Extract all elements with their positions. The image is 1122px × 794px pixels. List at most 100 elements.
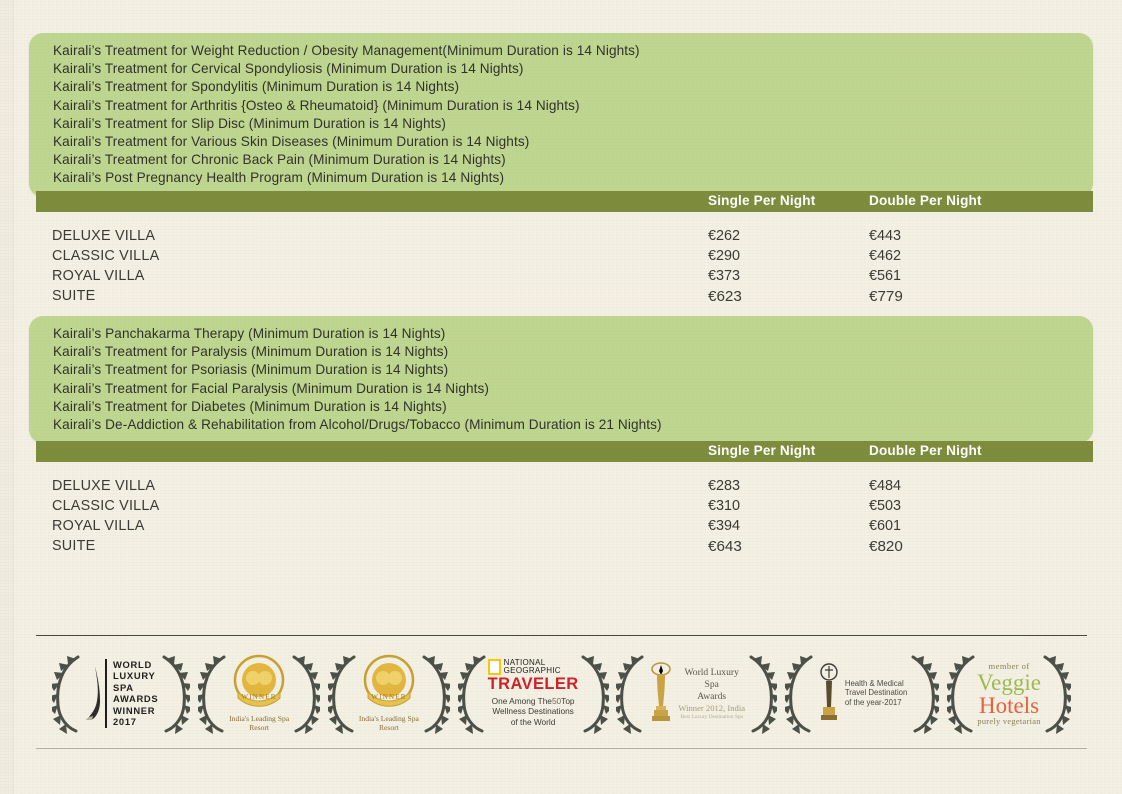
footer-divider-top <box>36 635 1087 636</box>
price-table-2: Single Per Night Double Per Night DELUXE… <box>36 441 1093 558</box>
room-type: ROYAL VILLA <box>52 518 145 534</box>
award-text-block: Health & Medical Travel Destination of t… <box>845 679 908 708</box>
trophy-icon <box>820 663 838 720</box>
award-badge-world-luxury-spa-2012: World Luxury Spa Awards Winner 2012, Ind… <box>616 647 778 739</box>
wreath-left-icon <box>616 655 644 734</box>
natgeo-brand-line: GEOGRAPHIC <box>503 666 561 675</box>
room-type: SUITE <box>52 288 96 304</box>
award-badge-veggie-hotels: member of Veggie Hotels purely vegetaria… <box>947 647 1071 739</box>
wreath-right-icon <box>292 655 321 734</box>
seal-caption-line: India's Leading Spa <box>229 713 290 723</box>
treatment-panel-1: Kairali’s Treatment for Weight Reduction… <box>29 33 1093 197</box>
seal-block: WINNER India's Leading Spa Resort <box>358 654 420 733</box>
award-badge-indias-leading-spa-resort-1: WINNER India's Leading Spa Resort <box>198 647 321 739</box>
seal-caption-line: Resort <box>249 723 270 732</box>
wreath-right-icon <box>422 655 450 734</box>
natgeo-sub-b: Top <box>561 695 575 706</box>
awards-strip: WORLD LUXURY SPA AWARDS WINNER 2017 <box>36 643 1087 743</box>
award-line: SPA <box>113 681 134 693</box>
gold-seal-icon: WINNER <box>233 654 285 707</box>
natgeo-brand-line: NATIONAL <box>503 658 546 667</box>
treatment-line: Kairali’s Treatment for Slip Disc (Minim… <box>53 115 447 131</box>
double-price: €462 <box>869 248 902 264</box>
treatment-line: Kairali’s Treatment for Various Skin Dis… <box>53 134 530 150</box>
seal-caption: India's Leading Spa Resort <box>228 714 290 733</box>
award-badge-indias-leading-spa-resort-2: WINNER India's Leading Spa Resort <box>327 647 450 739</box>
seal-caption-line: India's Leading Spa <box>358 713 419 723</box>
table-row: SUITE €623 €779 <box>36 288 1093 308</box>
table-row: DELUXE VILLA €262 €443 <box>36 228 1093 248</box>
veggie-word: Veggie <box>977 669 1041 695</box>
treatment-line: Kairali’s Treatment for Psoriasis (Minim… <box>53 362 449 378</box>
veggie-hotels-block: member of Veggie Hotels purely vegetaria… <box>977 661 1041 726</box>
treatment-line: Kairali’s Treatment for Weight Reduction… <box>53 43 640 58</box>
double-price: €443 <box>869 228 902 244</box>
double-price: €779 <box>869 288 903 305</box>
hotels-word: Hotels <box>979 692 1040 718</box>
award-text-block: WORLD LUXURY SPA AWARDS WINNER 2017 <box>105 658 159 728</box>
price-table-1: Single Per Night Double Per Night DELUXE… <box>36 191 1093 308</box>
table-row: SUITE €643 €820 <box>36 538 1093 558</box>
column-header-double: Double Per Night <box>869 193 982 208</box>
double-price: €503 <box>869 498 902 514</box>
single-price: €262 <box>708 228 741 244</box>
single-price: €310 <box>708 498 741 514</box>
column-header-single: Single Per Night <box>708 193 816 208</box>
award-line: LUXURY <box>113 670 156 681</box>
table-row: CLASSIC VILLA €310 €503 <box>36 498 1093 518</box>
wreath-left-icon <box>198 655 226 734</box>
single-price: €394 <box>708 518 741 534</box>
table-row: ROYAL VILLA €394 €601 <box>36 518 1093 538</box>
room-type: SUITE <box>52 538 96 554</box>
award-line: Health & Medical <box>844 678 904 688</box>
natgeo-subtitle-line-3: of the World <box>510 716 556 727</box>
award-badge-world-luxury-spa-2017: WORLD LUXURY SPA AWARDS WINNER 2017 <box>52 647 191 739</box>
award-line: 2017 <box>113 716 137 727</box>
single-price: €373 <box>708 268 741 284</box>
treatment-line: Kairali’s Panchakarma Therapy (Minimum D… <box>53 326 446 341</box>
award-line: of the year-2017 <box>844 697 902 707</box>
room-type: DELUXE VILLA <box>52 228 156 244</box>
wreath-right-icon <box>162 655 191 734</box>
award-line: Travel Destination <box>844 688 908 698</box>
treatment-line: Kairali’s Treatment for Paralysis (Minim… <box>53 344 449 360</box>
natgeo-sub-fifty: 50 <box>551 695 562 706</box>
svg-text:WINNER: WINNER <box>242 693 277 701</box>
table-row: DELUXE VILLA €283 €484 <box>36 478 1093 498</box>
treatment-line: Kairali’s Treatment for Facial Paralysis… <box>53 380 490 396</box>
double-price: €601 <box>869 518 902 534</box>
treatment-line: Kairali’s De-Addiction & Rehabilitation … <box>53 417 662 433</box>
veggie-member-line: member of <box>988 660 1030 671</box>
award-badge-national-geographic-traveler: NATIONAL GEOGRAPHIC TRAVELER One Among T… <box>457 647 609 739</box>
seal-caption-line: Resort <box>378 723 399 732</box>
wreath-right-icon <box>911 655 940 734</box>
gold-seal-icon: WINNER <box>363 654 415 707</box>
award-line: Awards <box>697 690 727 702</box>
column-header-single: Single Per Night <box>708 443 816 458</box>
award-line: WINNER <box>113 704 156 716</box>
award-line: WORLD <box>113 658 152 670</box>
nat-geo-rectangle-icon <box>487 659 501 675</box>
wreath-right-icon <box>581 655 609 734</box>
table-header-row: Single Per Night Double Per Night <box>36 441 1093 462</box>
wreath-left-icon <box>52 655 80 734</box>
treatment-line: Kairali’s Treatment for Chronic Back Pai… <box>53 152 506 168</box>
wreath-left-icon <box>327 655 356 734</box>
room-type: DELUXE VILLA <box>52 478 156 494</box>
treatment-line: Kairali’s Treatment for Spondylitis (Min… <box>53 79 460 95</box>
treatment-line: Kairali’s Treatment for Cervical Spondyl… <box>53 61 524 77</box>
treatment-panel-2: Kairali’s Panchakarma Therapy (Minimum D… <box>29 316 1093 444</box>
natgeo-subtitle-line-2: Wellness Destinations <box>492 706 574 716</box>
award-line: AWARDS <box>113 693 159 704</box>
seal-caption: India's Leading Spa Resort <box>358 714 420 733</box>
table-row: CLASSIC VILLA €290 €462 <box>36 248 1093 268</box>
room-type: CLASSIC VILLA <box>52 248 160 264</box>
single-price: €290 <box>708 248 741 264</box>
wreath-left-icon <box>947 655 975 734</box>
footer-divider-bottom <box>36 748 1087 749</box>
natgeo-brand-row: NATIONAL GEOGRAPHIC <box>487 658 579 675</box>
treatment-line: Kairali’s Treatment for Arthritis {Osteo… <box>53 97 580 113</box>
room-type: CLASSIC VILLA <box>52 498 160 514</box>
wreath-right-icon <box>749 655 778 734</box>
